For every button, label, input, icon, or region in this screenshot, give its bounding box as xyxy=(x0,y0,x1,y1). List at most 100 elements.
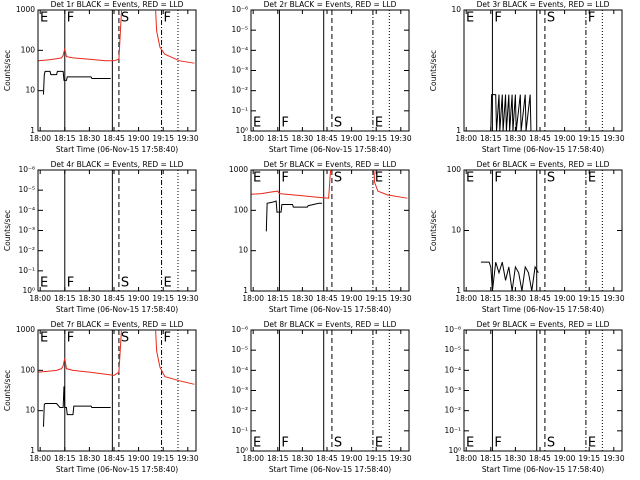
marker-label big: S xyxy=(334,171,342,186)
x-tick-label: 18:30 xyxy=(79,134,101,143)
series-line xyxy=(42,386,111,427)
y-axis-label: Counts/sec xyxy=(3,50,12,91)
x-tick-label: 18:45 xyxy=(103,294,125,303)
x-tick-label: 18:45 xyxy=(103,134,125,143)
x-tick-label: 19:30 xyxy=(177,134,199,143)
x-tick-label: 18:30 xyxy=(505,294,527,303)
x-tick-label: 19:00 xyxy=(554,294,576,303)
y-axis-label: Counts/sec xyxy=(3,210,12,251)
y-tick-label: 1 xyxy=(243,286,248,295)
marker-label big: S xyxy=(121,276,129,291)
x-axis-label: Start Time (06-Nov-15 17:58:40) xyxy=(269,145,391,154)
panel-title: Det 8r BLACK = Events, RED = LLD xyxy=(264,320,397,329)
marker-label big: E xyxy=(253,116,261,131)
panel: Det 6r BLACK = Events, RED = LLD Counts/s… xyxy=(429,160,625,314)
y-tick-label: 10 xyxy=(25,86,35,95)
x-tick-label: 18:45 xyxy=(529,454,551,463)
x-tick-label: 19:30 xyxy=(390,294,412,303)
y-tick-label: 10⁻⁵ xyxy=(231,25,248,34)
y-tick-label: 10⁻² xyxy=(231,406,248,415)
y-tick-label: 1 xyxy=(30,126,35,135)
panel-title: Det 5r BLACK = Events, RED = LLD xyxy=(264,160,397,169)
y-axis-label: Counts/sec xyxy=(3,370,12,411)
marker-label big: E xyxy=(375,171,383,186)
y-tick-label: 10⁰ xyxy=(235,126,248,135)
marker-label big: E xyxy=(40,276,48,291)
marker-label big: F xyxy=(588,11,595,26)
y-axis-label: Counts/sec xyxy=(429,210,438,251)
x-tick-label: 18:00 xyxy=(455,294,477,303)
x-tick-label: 18:00 xyxy=(242,454,264,463)
y-tick-label: 10⁰ xyxy=(235,446,248,455)
marker-label big: E xyxy=(466,436,474,451)
x-tick-label: 19:00 xyxy=(128,134,150,143)
plot-frame xyxy=(37,9,197,132)
x-tick-label: 19:30 xyxy=(603,134,625,143)
y-tick-label: 10⁻² xyxy=(444,406,461,415)
series-line xyxy=(490,94,536,131)
panel: Det 2r BLACK = Events, RED = LLD Start Ti… xyxy=(231,0,411,154)
marker-label big: S xyxy=(547,11,555,26)
panel: Det 5r BLACK = Events, RED = LLD Start Ti… xyxy=(229,160,412,314)
marker-label big: E xyxy=(164,276,172,291)
series-line xyxy=(42,70,111,95)
x-tick-label: 18:15 xyxy=(54,294,76,303)
panel: Det 7r BLACK = Events, RED = LLD Counts/s… xyxy=(3,320,199,474)
x-tick-label: 19:00 xyxy=(554,454,576,463)
plot-frame xyxy=(463,169,623,292)
x-tick-label: 19:00 xyxy=(341,294,363,303)
x-tick-label: 19:00 xyxy=(554,134,576,143)
y-tick-label: 10⁻¹ xyxy=(231,426,248,435)
x-tick-label: 18:00 xyxy=(29,134,51,143)
series-line xyxy=(480,261,539,291)
y-tick-label: 10⁻³ xyxy=(231,66,248,75)
marker-label big: S xyxy=(121,11,129,26)
x-tick-label: 19:00 xyxy=(341,134,363,143)
y-tick-label: 10⁻⁵ xyxy=(444,345,461,354)
x-tick-label: 18:00 xyxy=(29,454,51,463)
y-tick-label: 10 xyxy=(451,226,461,235)
y-tick-label: 10⁻³ xyxy=(444,386,461,395)
y-tick-label: 10⁰ xyxy=(22,286,35,295)
panel-title: Det 4r BLACK = Events, RED = LLD xyxy=(51,160,184,169)
plot-frame xyxy=(250,9,410,132)
y-tick-label: 10⁻⁶ xyxy=(231,5,248,14)
y-tick-label: 10⁻⁶ xyxy=(444,325,461,334)
x-tick-label: 18:45 xyxy=(103,454,125,463)
x-tick-label: 18:00 xyxy=(242,134,264,143)
x-tick-label: 18:15 xyxy=(267,294,289,303)
y-tick-label: 1000 xyxy=(16,325,35,334)
plot-frame xyxy=(37,169,197,292)
marker-label big: S xyxy=(547,436,555,451)
x-tick-label: 18:15 xyxy=(54,134,76,143)
plot-frame xyxy=(250,169,410,292)
series-line xyxy=(38,330,195,385)
x-tick-label: 19:15 xyxy=(578,134,600,143)
panel-title: Det 1r BLACK = Events, RED = LLD xyxy=(51,0,184,9)
x-axis-label: Start Time (06-Nov-15 17:58:40) xyxy=(269,305,391,314)
x-axis-label: Start Time (06-Nov-15 17:58:40) xyxy=(56,145,178,154)
marker-label big: E xyxy=(253,171,261,186)
plot-frame xyxy=(463,9,623,132)
y-tick-label: 10⁻⁶ xyxy=(231,325,248,334)
marker-label big: E xyxy=(588,436,596,451)
x-tick-label: 18:00 xyxy=(242,294,264,303)
y-tick-label: 10⁻⁴ xyxy=(444,365,461,374)
x-tick-label: 18:00 xyxy=(455,454,477,463)
marker-label big: F xyxy=(67,331,74,346)
x-tick-label: 19:15 xyxy=(152,294,174,303)
y-tick-label: 1 xyxy=(30,446,35,455)
marker-label big: S xyxy=(334,116,342,131)
y-tick-label: 1000 xyxy=(16,5,35,14)
x-tick-label: 19:00 xyxy=(341,454,363,463)
panel-title: Det 3r BLACK = Events, RED = LLD xyxy=(477,0,610,9)
x-tick-label: 18:15 xyxy=(480,134,502,143)
marker-label big: E xyxy=(588,171,596,186)
x-tick-label: 19:15 xyxy=(365,134,387,143)
y-tick-label: 1 xyxy=(456,126,461,135)
x-tick-label: 18:30 xyxy=(505,454,527,463)
series-line xyxy=(38,10,195,64)
x-tick-label: 18:15 xyxy=(54,454,76,463)
series-line xyxy=(265,200,323,232)
